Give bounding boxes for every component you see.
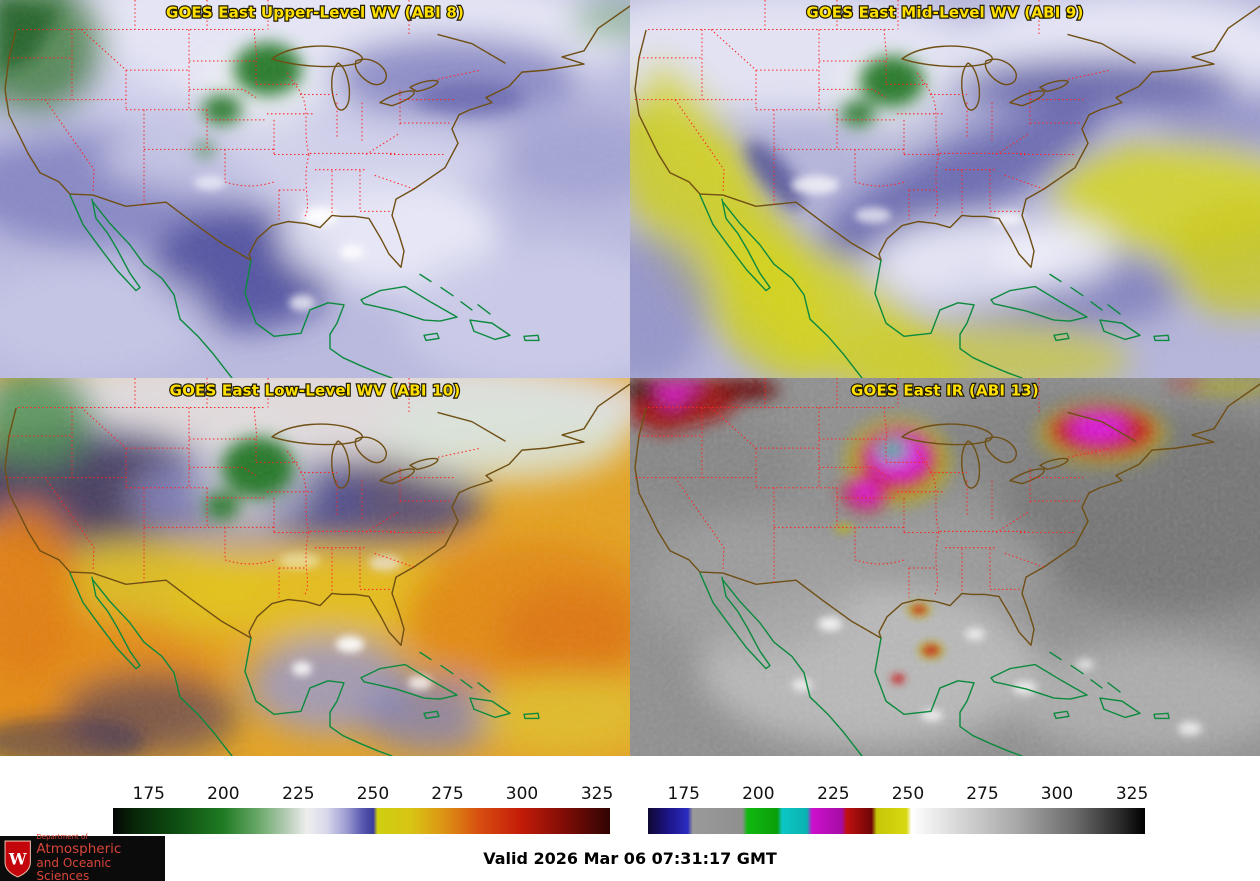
- uw-aos-logo: W Department of Atmospheric and Oceanic …: [0, 834, 165, 881]
- tick-label: 275: [966, 784, 999, 804]
- panel-grid: GOES East Upper-Level WV (ABI 8): [0, 0, 1260, 756]
- infrared-image: GOES East IR (ABI 13): [630, 378, 1260, 756]
- tick-label: 200: [742, 784, 775, 804]
- crest-letter: W: [8, 849, 27, 868]
- tick-label: 300: [505, 784, 539, 804]
- tick-label: 250: [356, 784, 390, 804]
- tick-label: 200: [207, 784, 240, 804]
- logo-text: Department of Atmospheric and Oceanic Sc…: [36, 834, 165, 881]
- panel-abi13: GOES East IR (ABI 13): [630, 378, 1260, 756]
- low-level-wv-image: GOES East Low-Level WV (ABI 10): [0, 378, 630, 756]
- logo-line-3: and Oceanic Sciences: [36, 855, 112, 881]
- panel-title-abi13: GOES East IR (ABI 13): [851, 381, 1039, 399]
- valid-time: Valid 2026 Mar 06 07:31:17 GMT: [483, 849, 777, 868]
- tick-label: 225: [282, 784, 315, 804]
- wv-colorbar-gradient: [113, 808, 610, 834]
- tick-label: 250: [891, 784, 925, 804]
- logo-line-1: Department of: [36, 833, 88, 842]
- tick-label: 175: [132, 784, 166, 804]
- tick-label: 175: [667, 784, 701, 804]
- tick-label: 325: [580, 784, 614, 804]
- legend-row: 175 200 225 250 275 300 325 175 200 225 …: [0, 756, 1260, 836]
- tick-label: 225: [817, 784, 850, 804]
- panel-title-abi8: GOES East Upper-Level WV (ABI 8): [166, 3, 464, 21]
- uw-crest-icon: W: [4, 840, 31, 878]
- panel-title-abi10: GOES East Low-Level WV (ABI 10): [170, 381, 461, 399]
- tick-label: 325: [1115, 784, 1149, 804]
- ir-colorbar: 175 200 225 250 275 300 325: [648, 784, 1149, 834]
- ir-colorbar-gradient: [648, 808, 1145, 834]
- panel-abi10: GOES East Low-Level WV (ABI 10): [0, 378, 630, 756]
- mid-level-wv-image: GOES East Mid-Level WV (ABI 9): [630, 0, 1260, 378]
- ir-colorbar-ticks: 175 200 225 250 275 300 325: [648, 784, 1149, 805]
- footer: W Department of Atmospheric and Oceanic …: [0, 834, 1260, 881]
- upper-level-wv-image: GOES East Upper-Level WV (ABI 8): [0, 0, 630, 378]
- tick-label: 300: [1040, 784, 1074, 804]
- panel-abi9: GOES East Mid-Level WV (ABI 9): [630, 0, 1260, 378]
- panel-abi8: GOES East Upper-Level WV (ABI 8): [0, 0, 630, 378]
- wv-colorbar-ticks: 175 200 225 250 275 300 325: [113, 784, 614, 805]
- wv-colorbar: 175 200 225 250 275 300 325: [113, 784, 614, 834]
- tick-label: 275: [431, 784, 464, 804]
- panel-title-abi9: GOES East Mid-Level WV (ABI 9): [806, 3, 1083, 21]
- logo-line-2: Atmospheric: [36, 841, 122, 858]
